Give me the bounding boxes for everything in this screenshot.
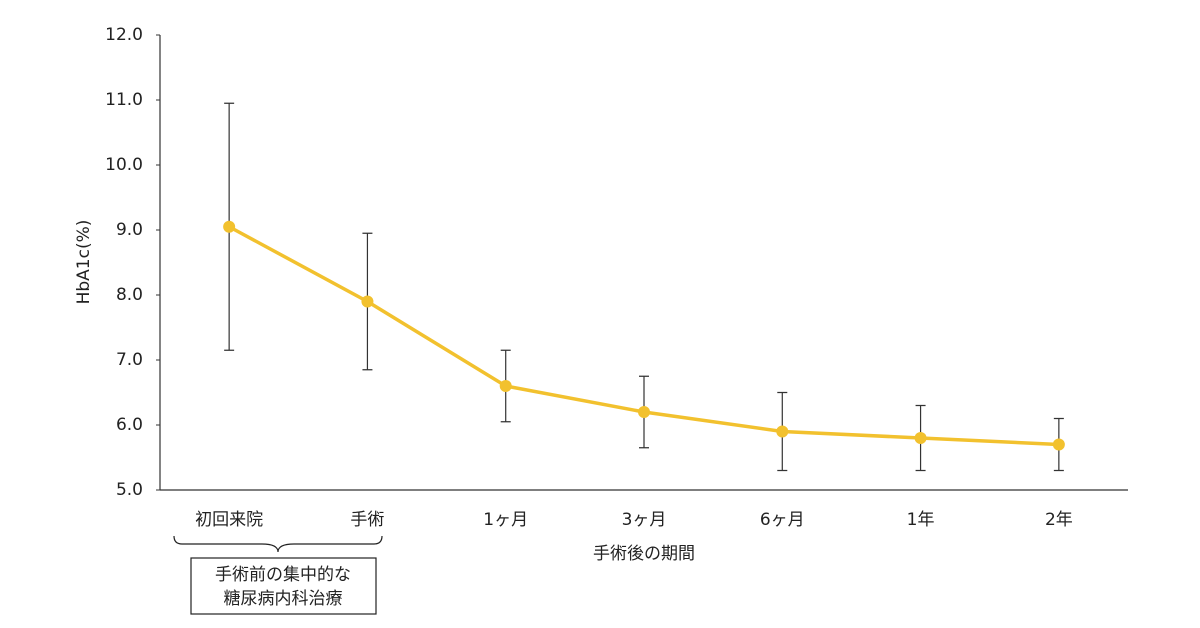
y-tick-label: 11.0 <box>105 90 143 110</box>
x-tick-label: 3ヶ月 <box>622 510 667 530</box>
x-tick-label: 6ヶ月 <box>760 510 805 530</box>
point <box>776 425 789 438</box>
x-tick-label: 初回来院 <box>195 510 263 530</box>
annotation-box <box>190 557 377 615</box>
x-axis-label: 手術後の期間 <box>593 544 695 564</box>
point <box>499 380 512 392</box>
y-tick-label: 5.0 <box>116 480 143 500</box>
point <box>914 432 927 444</box>
y-tick-label: 12.0 <box>105 25 143 45</box>
x-tick-label: 手術 <box>350 510 384 530</box>
x-tick-label: 1年 <box>907 510 935 530</box>
point <box>638 406 650 418</box>
y-tick-label: 10.0 <box>105 155 143 175</box>
y-tick-label: 6.0 <box>116 415 143 435</box>
y-tick-label: 8.0 <box>116 285 143 305</box>
annotation: 手術前の集中的な <box>215 565 351 585</box>
x-tick-label: 2年 <box>1045 510 1073 530</box>
y-tick-label: 9.0 <box>116 220 143 240</box>
point <box>1052 438 1065 451</box>
point <box>361 295 374 308</box>
y-axis-label: HbA1c(%) <box>74 220 94 305</box>
bracket <box>173 535 383 553</box>
point <box>223 220 236 233</box>
y-tick-label: 7.0 <box>116 350 143 370</box>
annotation: 糖尿病内科治療 <box>224 589 343 609</box>
x-tick-label: 1ヶ月 <box>483 510 528 530</box>
